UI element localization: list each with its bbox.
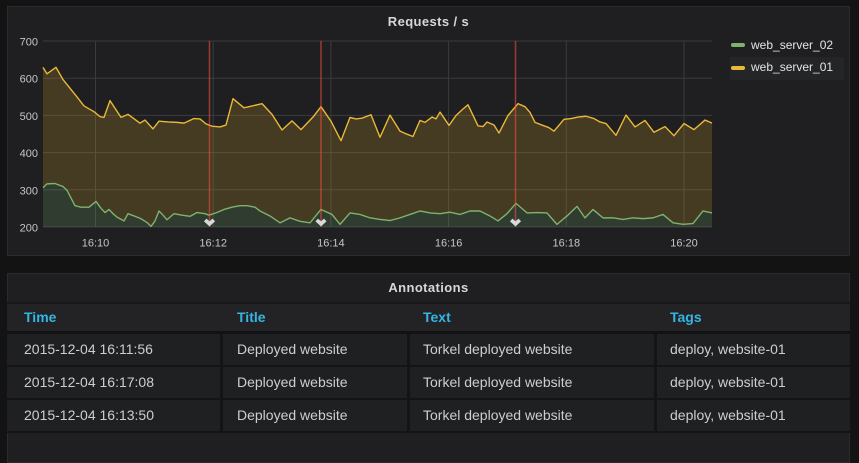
svg-text:16:12: 16:12 bbox=[199, 238, 227, 250]
svg-text:300: 300 bbox=[20, 185, 38, 197]
svg-text:16:20: 16:20 bbox=[670, 238, 698, 250]
svg-text:600: 600 bbox=[20, 74, 38, 86]
svg-text:500: 500 bbox=[20, 111, 38, 123]
svg-text:16:10: 16:10 bbox=[82, 238, 110, 250]
svg-text:16:16: 16:16 bbox=[435, 238, 463, 250]
svg-text:700: 700 bbox=[20, 37, 38, 49]
svg-text:16:14: 16:14 bbox=[317, 238, 345, 250]
svg-text:16:18: 16:18 bbox=[553, 238, 581, 250]
svg-text:400: 400 bbox=[20, 148, 38, 160]
svg-text:200: 200 bbox=[20, 223, 38, 235]
